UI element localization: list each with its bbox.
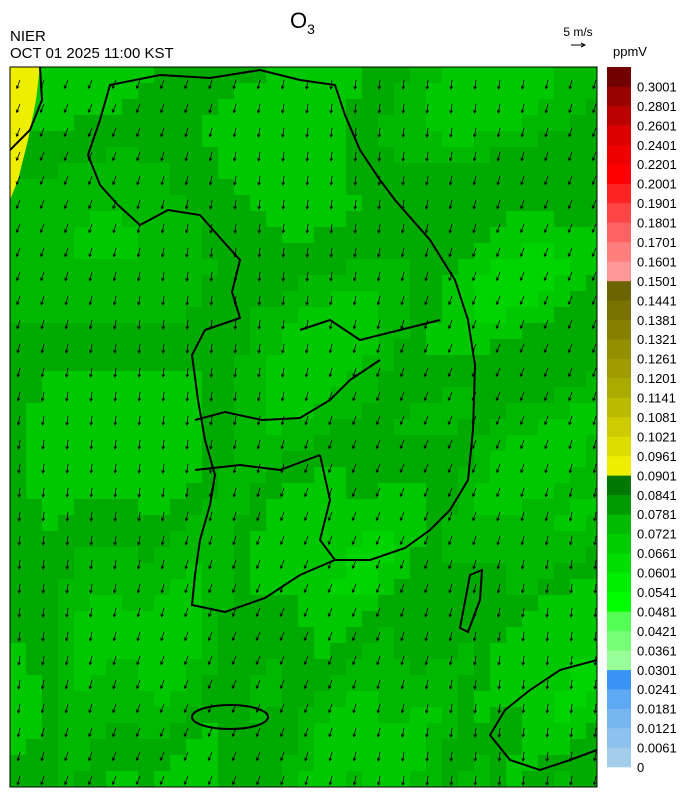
colorbar-segment <box>607 280 631 301</box>
colorbar-label: 0.1081 <box>637 410 677 425</box>
wind-scale-label: 5 m/s <box>563 25 592 39</box>
colorbar-label: 0.0601 <box>637 566 677 581</box>
title: O3 <box>290 8 315 37</box>
colorbar-segment <box>607 319 631 340</box>
colorbar-unit: ppmV <box>613 44 647 59</box>
colorbar-segment <box>607 203 631 223</box>
colorbar-label: 0.0961 <box>637 449 677 464</box>
colorbar-segment <box>607 572 631 593</box>
colorbar-label: 0.1321 <box>637 332 677 347</box>
colorbar-label: 0.1261 <box>637 352 677 367</box>
colorbar-segment <box>607 183 631 204</box>
colorbar-segment <box>607 125 631 146</box>
colorbar-segment <box>607 164 631 184</box>
colorbar-segment <box>607 144 631 165</box>
colorbar-label: 0.1021 <box>637 429 677 444</box>
colorbar-segment <box>607 86 631 107</box>
colorbar-label: 0.0241 <box>637 682 677 697</box>
colorbar: 0 0.0061 0.0121 0.0181 0.0241 0.0301 0.0361 0.0… <box>607 67 677 775</box>
colorbar-segment <box>607 242 631 262</box>
colorbar-label: 0.0541 <box>637 585 677 600</box>
colorbar-segment <box>607 553 631 573</box>
colorbar-label: 0.2401 <box>637 138 677 153</box>
colorbar-segment <box>607 300 631 321</box>
colorbar-label: 0.1141 <box>637 391 676 406</box>
colorbar-segment <box>607 455 631 476</box>
title-subscript: 3 <box>307 21 315 37</box>
colorbar-label: 0.0841 <box>637 488 677 503</box>
colorbar-segment <box>607 689 631 709</box>
colorbar-label: 0.1801 <box>637 216 677 231</box>
colorbar-segment <box>607 669 631 690</box>
colorbar-segment <box>607 358 631 379</box>
colorbar-label: 0.2601 <box>637 118 677 133</box>
wind-scale-arrow <box>571 42 587 48</box>
colorbar-label: 0.0061 <box>637 741 677 756</box>
colorbar-label: 0.2201 <box>637 157 677 172</box>
colorbar-label: 0.1501 <box>637 274 677 289</box>
title-base: O <box>290 8 307 33</box>
colorbar-label: 0.0421 <box>637 624 677 639</box>
colorbar-label: 0.1381 <box>637 313 677 328</box>
coastlines <box>10 67 597 772</box>
colorbar-segment <box>607 533 631 554</box>
colorbar-segment <box>607 339 631 359</box>
colorbar-label: 0.0301 <box>637 663 677 678</box>
colorbar-label: 0.0481 <box>637 604 677 619</box>
colorbar-label: 0.0901 <box>637 468 677 483</box>
colorbar-label: 0.0781 <box>637 507 677 522</box>
colorbar-label: 0.1701 <box>637 235 677 250</box>
colorbar-segment <box>607 475 631 496</box>
colorbar-label: 0.0661 <box>637 546 677 561</box>
colorbar-label: 0.2801 <box>637 99 677 114</box>
colorbar-segment <box>607 397 631 418</box>
colorbar-label: 0.1441 <box>637 293 677 308</box>
colorbar-segment <box>607 514 631 534</box>
colorbar-segment <box>607 436 631 457</box>
colorbar-label: 0.3001 <box>637 79 677 94</box>
colorbar-label: 0.1601 <box>637 254 677 269</box>
concentration-field <box>10 67 597 787</box>
colorbar-label: 0.1901 <box>637 196 677 211</box>
colorbar-segment <box>607 105 631 126</box>
colorbar-label: 0.1201 <box>637 371 677 386</box>
colorbar-segment <box>607 592 631 612</box>
map-frame <box>9 66 598 788</box>
colorbar-segment <box>607 747 631 768</box>
wind-vectors <box>15 79 597 786</box>
colorbar-segment <box>607 728 631 748</box>
colorbar-segment <box>607 630 631 651</box>
colorbar-segment <box>607 222 631 243</box>
colorbar-segment <box>607 261 631 282</box>
timestamp: OCT 01 2025 11:00 KST <box>10 45 174 62</box>
colorbar-label: 0.0361 <box>637 643 677 658</box>
colorbar-segment <box>607 378 631 398</box>
colorbar-label: 0.2001 <box>637 177 677 192</box>
colorbar-segment <box>607 611 631 632</box>
colorbar-segment <box>607 417 631 437</box>
colorbar-label: 0.0721 <box>637 527 677 542</box>
colorbar-segment <box>607 708 631 729</box>
colorbar-label: 0.0181 <box>637 702 677 717</box>
agency: NIER <box>10 28 46 45</box>
colorbar-label: 0.0121 <box>637 721 677 736</box>
colorbar-segment <box>607 67 631 87</box>
colorbar-label: 0 <box>637 760 644 775</box>
colorbar-segment <box>607 494 631 515</box>
colorbar-segment <box>607 650 631 671</box>
